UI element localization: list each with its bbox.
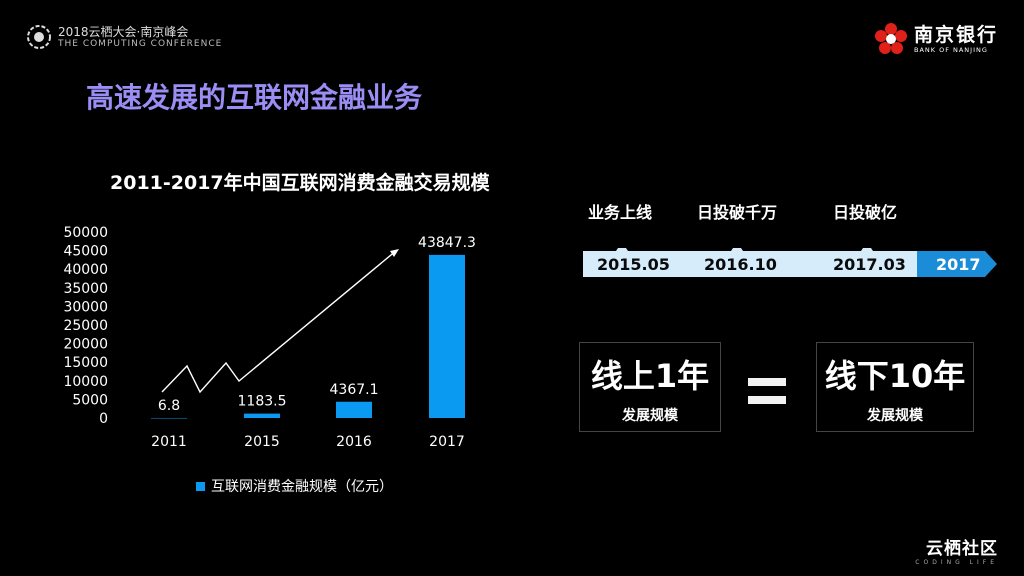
bar <box>336 401 372 418</box>
trend-arrow <box>161 249 399 394</box>
bank-flower-icon <box>874 23 907 54</box>
conference-title: 2018云栖大会·南京峰会 <box>58 24 189 39</box>
chart-title: 2011-2017年中国互联网消费金融交易规模 <box>110 172 490 194</box>
data-label: 4367.1 <box>330 382 379 398</box>
x-tick-label: 2011 <box>151 434 187 450</box>
conference-logo-icon <box>26 24 52 50</box>
timeline-date: 2015.05 <box>597 255 670 274</box>
y-tick-label: 20000 <box>63 337 108 353</box>
legend-swatch <box>196 481 205 491</box>
timeline-event-label: 业务上线 <box>588 203 653 222</box>
bank-logo: 南京银行 BANK OF NANJING <box>874 22 998 56</box>
footer-brand-name: 云栖社区 <box>926 539 998 559</box>
y-tick-label: 50000 <box>63 225 108 241</box>
offline-caption: 发展规模 <box>867 408 923 424</box>
y-tick-label: 40000 <box>63 262 108 278</box>
conference-subtitle: THE COMPUTING CONFERENCE <box>58 38 223 49</box>
data-label: 43847.3 <box>418 235 476 251</box>
offline-box: 线下10年 发展规模 <box>816 342 974 432</box>
y-tick-label: 10000 <box>63 374 108 390</box>
data-label: 1183.5 <box>238 394 287 410</box>
x-tick-label: 2016 <box>336 434 372 450</box>
trend-line <box>161 249 398 394</box>
bank-name-en: BANK OF NANJING <box>913 45 988 54</box>
footer-brand-sub: CODING LIFE <box>915 559 998 566</box>
y-tick-label: 15000 <box>63 355 108 371</box>
page-title: 高速发展的互联网金融业务 <box>86 81 423 114</box>
timeline-event-label: 日投破亿 <box>833 203 898 222</box>
y-tick-label: 45000 <box>63 244 108 260</box>
bank-name: 南京银行 <box>913 23 998 46</box>
trend-arrowhead <box>390 249 399 257</box>
x-tick-label: 2015 <box>244 434 280 450</box>
legend-label: 互联网消费金融规模（亿元） <box>211 479 393 495</box>
x-tick-label: 2017 <box>429 434 465 450</box>
bar <box>244 413 280 418</box>
y-tick-label: 25000 <box>63 318 108 334</box>
chart-legend: 互联网消费金融规模（亿元） <box>196 476 393 496</box>
timeline-end-label: 2017 <box>936 255 981 274</box>
bar <box>429 254 465 418</box>
equals-sign <box>748 378 786 414</box>
online-box: 线上1年 发展规模 <box>579 342 721 432</box>
footer-brand: 云栖社区 CODING LIFE <box>915 534 998 566</box>
y-tick-label: 30000 <box>63 299 108 315</box>
offline-duration: 线下10年 <box>824 357 966 395</box>
online-duration: 线上1年 <box>590 357 710 395</box>
data-label: 6.8 <box>158 398 180 414</box>
conference-logo: 2018云栖大会·南京峰会 THE COMPUTING CONFERENCE <box>26 24 222 50</box>
timeline-event-label: 日投破千万 <box>697 203 778 222</box>
y-tick-label: 0 <box>99 411 108 427</box>
bar <box>151 417 187 419</box>
y-tick-label: 5000 <box>72 392 108 408</box>
online-caption: 发展规模 <box>622 408 678 424</box>
y-tick-label: 35000 <box>63 281 108 297</box>
timeline-bar <box>583 248 997 277</box>
timeline-date: 2016.10 <box>704 255 777 274</box>
bar-chart: 5000045000400003500030000250002000015000… <box>63 225 476 450</box>
timeline-date: 2017.03 <box>833 255 906 274</box>
